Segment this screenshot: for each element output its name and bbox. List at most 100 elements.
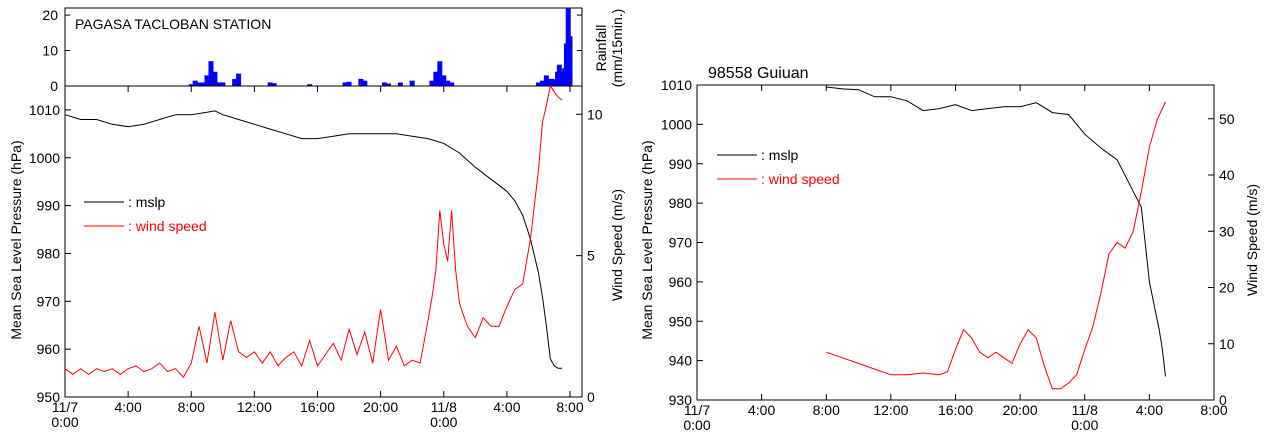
rainfall-bar xyxy=(204,75,210,86)
rainfall-bar xyxy=(358,78,364,86)
x-tick-label: 8:00 xyxy=(178,399,205,415)
rainfall-bar xyxy=(220,82,226,86)
tacloban-ylabel-left: Mean Sea Level Pressure (hPa) xyxy=(8,140,24,339)
rainfall-bars xyxy=(188,8,573,86)
rainfall-bar xyxy=(535,82,541,86)
y-left-tick-label: 1000 xyxy=(661,116,692,132)
rainfall-bar xyxy=(216,82,222,86)
rainfall-bar xyxy=(445,80,451,86)
rainfall-panel: 0 10 20 PAGASA TACLOBAN STATION Rainfall (… xyxy=(42,7,625,94)
guiuan-legend: : mslp : wind speed xyxy=(717,147,840,187)
y-left-tick-label: 1000 xyxy=(29,150,60,166)
tacloban-panel: 11/70:004:00 8:00 12:00 16:00 20:00 11/80:004… xyxy=(8,84,625,430)
tacloban-axes: 11/70:004:00 8:00 12:00 16:00 20:00 11/80:004… xyxy=(29,86,603,430)
x-tick-label: 4:00 xyxy=(1136,402,1163,418)
x-tick-label: 20:00 xyxy=(363,399,398,415)
rainfall-bar xyxy=(397,82,403,86)
x-tick-label: 20:00 xyxy=(1003,402,1038,418)
x-tick-label: 11/8 xyxy=(431,399,457,415)
guiuan-series xyxy=(826,86,1166,390)
guiuan-panel: 11/70:004:00 8:00 12:00 16:00 20:00 11/80:004… xyxy=(639,65,1260,433)
y-left-tick-label: 930 xyxy=(669,392,693,408)
y-right-tick-label: 5 xyxy=(587,248,595,264)
rainfall-bar xyxy=(346,81,352,86)
rainfall-bar xyxy=(236,73,242,86)
rainfall-ytick-label: 10 xyxy=(42,43,58,59)
series-line-wind-speed xyxy=(64,84,563,379)
rainfall-bar xyxy=(267,82,273,86)
rainfall-bar xyxy=(539,80,545,86)
rainfall-bar xyxy=(271,83,277,86)
rainfall-title: PAGASA TACLOBAN STATION xyxy=(75,16,271,32)
rainfall-bar xyxy=(449,82,455,86)
tacloban-ylabel-right: Wind Speed (m/s) xyxy=(609,189,625,301)
y-right-tick-label: 10 xyxy=(587,106,603,122)
x-tick-label: 12:00 xyxy=(873,402,908,418)
tacloban-series xyxy=(64,84,563,379)
y-left-tick-label: 990 xyxy=(37,198,61,214)
rainfall-ytick-label: 20 xyxy=(42,7,58,23)
y-left-tick-label: 970 xyxy=(37,293,61,309)
x-tick-label: 8:00 xyxy=(813,402,840,418)
x-tick-label: 4:00 xyxy=(115,399,142,415)
y-left-tick-label: 940 xyxy=(669,353,693,369)
y-left-tick-label: 1010 xyxy=(661,77,692,93)
rainfall-bar xyxy=(409,80,415,86)
x-tick-label: 4:00 xyxy=(748,402,775,418)
y-left-tick-label: 960 xyxy=(37,341,61,357)
rainfall-bar xyxy=(433,71,439,86)
guiuan-plot-frame xyxy=(696,84,1215,401)
rainfall-ylabel-line1: Rainfall xyxy=(593,25,609,72)
y-right-tick-label: 40 xyxy=(1219,167,1235,183)
legend-label-wind: : wind speed xyxy=(128,218,207,234)
rainfall-bar xyxy=(208,61,214,86)
legend-label-wind: : wind speed xyxy=(761,171,840,187)
guiuan-ylabel-right: Wind Speed (m/s) xyxy=(1244,184,1260,296)
rainfall-ytick-label: 0 xyxy=(50,78,58,94)
y-left-tick-label: 970 xyxy=(669,235,693,251)
rainfall-bar xyxy=(192,80,198,86)
y-right-tick-label: 50 xyxy=(1219,111,1235,127)
y-right-tick-label: 0 xyxy=(1219,392,1227,408)
tacloban-plot-frame xyxy=(64,85,583,398)
rainfall-bar xyxy=(307,84,313,86)
rainfall-bar xyxy=(386,83,392,86)
x-tick-label: 16:00 xyxy=(300,399,335,415)
rainfall-bar xyxy=(212,71,218,86)
y-left-tick-label: 950 xyxy=(669,313,693,329)
series-line-mslp xyxy=(64,110,563,369)
rainfall-bar xyxy=(437,61,443,86)
rainfall-bar xyxy=(567,36,573,86)
series-line-mslp xyxy=(826,86,1166,377)
y-left-tick-label: 950 xyxy=(37,389,61,405)
x-tick-label: 8:00 xyxy=(1200,402,1227,418)
rainfall-ylabel-line2: (mm/15min.) xyxy=(609,9,625,88)
y-left-tick-label: 990 xyxy=(669,156,693,172)
x-tick-label: 4:00 xyxy=(493,399,520,415)
rainfall-bar xyxy=(429,80,435,86)
rainfall-bar xyxy=(362,80,368,86)
rainfall-bar xyxy=(188,84,194,86)
rainfall-y-ticks: 0 10 20 xyxy=(42,7,582,94)
x-tick-label: 11/7 xyxy=(684,402,710,418)
series-line-wind-speed xyxy=(826,101,1166,390)
y-left-tick-label: 980 xyxy=(669,195,693,211)
y-right-tick-label: 30 xyxy=(1219,223,1235,239)
rainfall-bar xyxy=(232,78,238,86)
y-right-tick-label: 20 xyxy=(1219,280,1235,296)
rainfall-bar xyxy=(382,82,388,86)
x-tick-label: 0:00 xyxy=(683,417,710,433)
y-left-tick-label: 1010 xyxy=(29,102,60,118)
guiuan-ylabel-left: Mean Sea Level Pressure (hPa) xyxy=(639,140,655,339)
rainfall-bar xyxy=(342,82,348,86)
legend-label-mslp: : mslp xyxy=(761,147,799,163)
legend-label-mslp: : mslp xyxy=(128,194,166,210)
rainfall-bar xyxy=(556,64,562,86)
x-tick-label: 16:00 xyxy=(938,402,973,418)
y-right-tick-label: 10 xyxy=(1219,336,1235,352)
guiuan-title: 98558 Guiuan xyxy=(708,65,809,82)
y-right-tick-label: 0 xyxy=(587,389,595,405)
rainfall-bar xyxy=(441,75,447,86)
x-tick-label: 11/8 xyxy=(1072,402,1098,418)
